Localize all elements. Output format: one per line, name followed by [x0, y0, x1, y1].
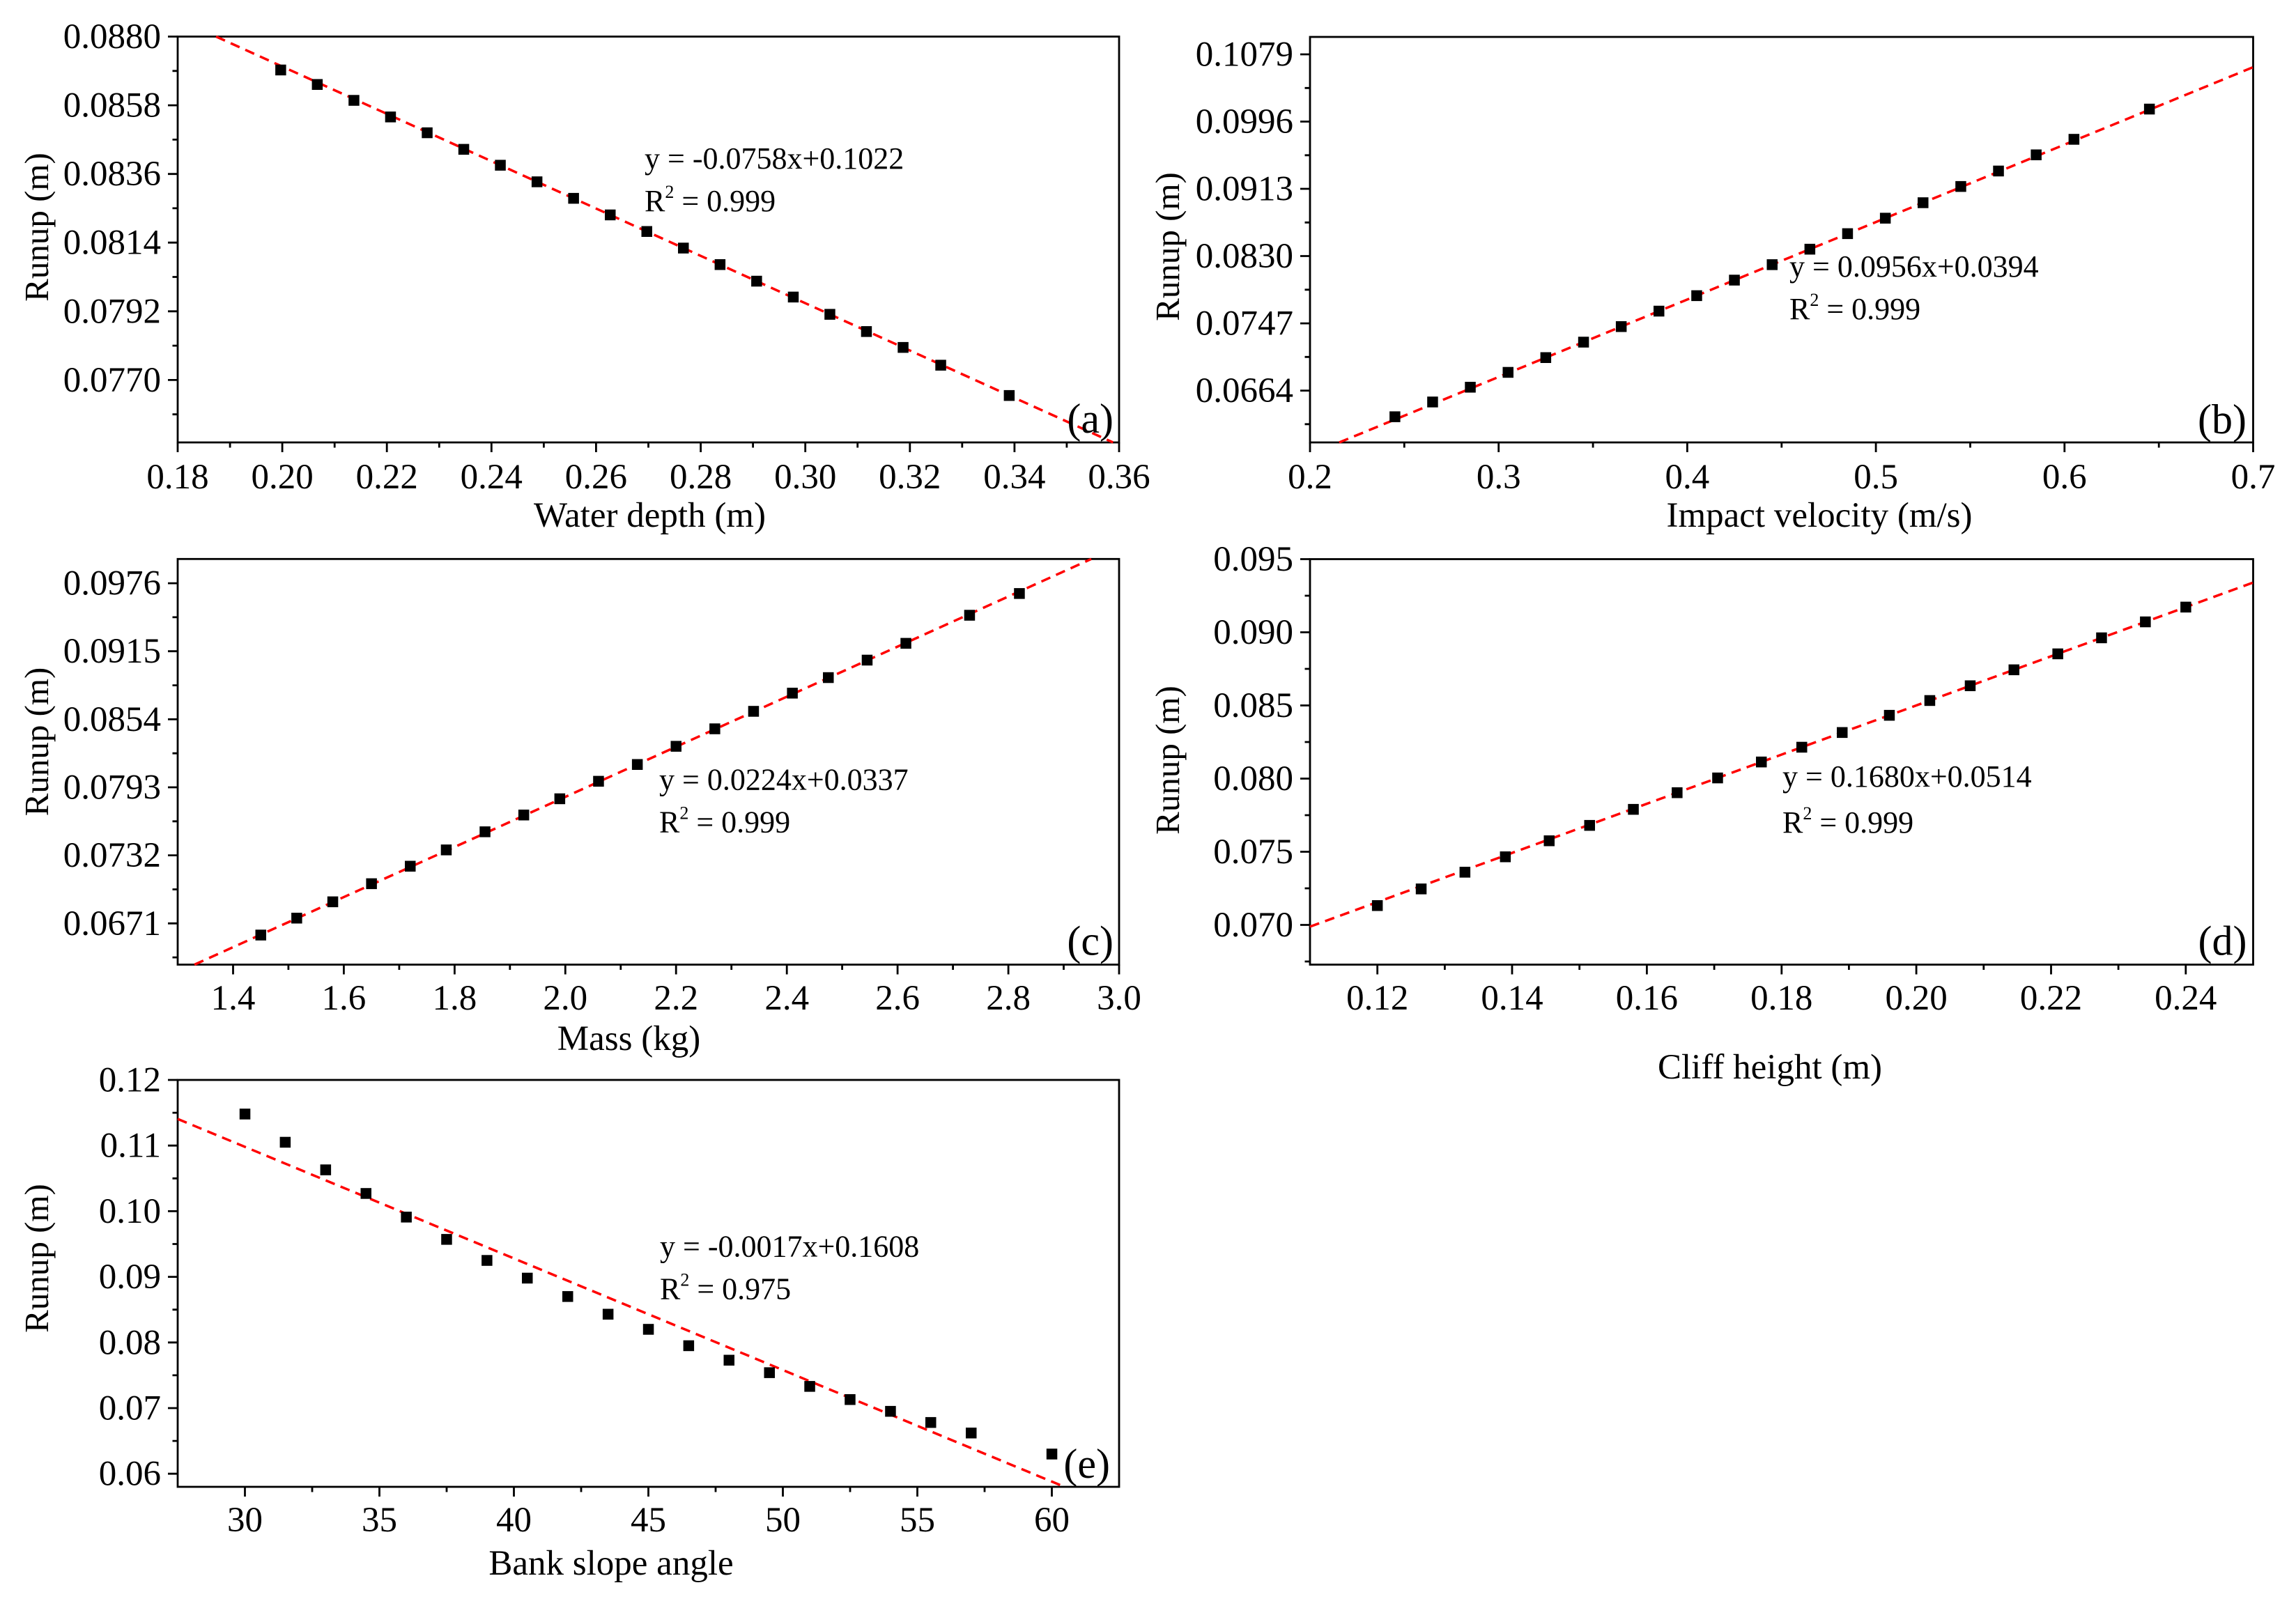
svg-text:0.075: 0.075 — [1213, 833, 1293, 872]
svg-text:0.0747: 0.0747 — [1196, 304, 1293, 343]
svg-text:0.32: 0.32 — [879, 458, 941, 497]
svg-text:R2 = 0.975: R2 = 0.975 — [660, 1270, 791, 1306]
svg-text:R2 = 0.999: R2 = 0.999 — [659, 803, 790, 840]
svg-text:50: 50 — [765, 1501, 801, 1540]
svg-text:R2 = 0.999: R2 = 0.999 — [1782, 803, 1913, 840]
svg-text:0.090: 0.090 — [1213, 613, 1293, 652]
svg-text:0.22: 0.22 — [2020, 979, 2082, 1018]
svg-text:0.3: 0.3 — [1477, 458, 1521, 497]
svg-text:0.34: 0.34 — [983, 458, 1045, 497]
svg-text:55: 55 — [900, 1501, 935, 1540]
svg-text:0.28: 0.28 — [670, 458, 732, 497]
svg-text:0.5: 0.5 — [1854, 458, 1898, 497]
svg-text:Water depth (m): Water depth (m) — [534, 496, 766, 535]
svg-text:0.20: 0.20 — [251, 458, 313, 497]
svg-text:0.12: 0.12 — [99, 1061, 161, 1100]
svg-text:2.0: 2.0 — [543, 979, 587, 1018]
svg-text:0.14: 0.14 — [1481, 979, 1543, 1018]
svg-text:Runup (m): Runup (m) — [17, 153, 56, 302]
svg-text:Bank slope angle: Bank slope angle — [488, 1544, 733, 1583]
svg-text:0.10: 0.10 — [99, 1192, 161, 1231]
svg-text:R2 = 0.999: R2 = 0.999 — [645, 182, 776, 218]
svg-text:Runup (m): Runup (m) — [17, 1184, 56, 1333]
svg-text:0.22: 0.22 — [356, 458, 418, 497]
svg-text:0.0830: 0.0830 — [1196, 237, 1293, 276]
svg-text:0.0792: 0.0792 — [63, 292, 161, 331]
svg-text:35: 35 — [362, 1501, 397, 1540]
svg-text:0.06: 0.06 — [99, 1455, 161, 1494]
svg-text:3.0: 3.0 — [1097, 979, 1141, 1018]
svg-text:R2 = 0.999: R2 = 0.999 — [1789, 290, 1920, 326]
svg-text:1.4: 1.4 — [211, 979, 256, 1018]
svg-text:Runup (m): Runup (m) — [17, 667, 56, 817]
svg-text:0.11: 0.11 — [100, 1127, 161, 1166]
svg-text:0.0671: 0.0671 — [63, 904, 161, 943]
svg-text:0.0770: 0.0770 — [63, 361, 161, 400]
svg-text:1.6: 1.6 — [322, 979, 367, 1018]
svg-text:0.095: 0.095 — [1213, 540, 1293, 579]
svg-text:40: 40 — [496, 1501, 532, 1540]
svg-text:0.0976: 0.0976 — [63, 564, 161, 603]
svg-text:y = 0.0224x+0.0337: y = 0.0224x+0.0337 — [659, 763, 909, 797]
svg-text:0.085: 0.085 — [1213, 686, 1293, 725]
svg-text:y = 0.1680x+0.0514: y = 0.1680x+0.0514 — [1782, 759, 2032, 794]
svg-text:0.0915: 0.0915 — [63, 632, 161, 671]
svg-text:0.24: 0.24 — [461, 458, 523, 497]
svg-text:0.08: 0.08 — [99, 1323, 161, 1362]
svg-text:0.18: 0.18 — [1750, 979, 1812, 1018]
svg-text:0.0996: 0.0996 — [1196, 102, 1293, 141]
svg-text:0.0836: 0.0836 — [63, 155, 161, 194]
svg-text:0.36: 0.36 — [1088, 458, 1150, 497]
svg-text:0.16: 0.16 — [1616, 979, 1678, 1018]
svg-text:0.30: 0.30 — [774, 458, 836, 497]
svg-text:(e): (e) — [1063, 1441, 1110, 1487]
svg-text:0.0880: 0.0880 — [63, 17, 161, 56]
svg-text:0.09: 0.09 — [99, 1258, 161, 1297]
svg-text:45: 45 — [631, 1501, 666, 1540]
svg-text:60: 60 — [1034, 1501, 1070, 1540]
svg-text:0.080: 0.080 — [1213, 759, 1293, 798]
svg-text:0.07: 0.07 — [99, 1389, 161, 1428]
svg-text:2.8: 2.8 — [986, 979, 1031, 1018]
svg-text:2.2: 2.2 — [654, 979, 698, 1018]
svg-text:0.0854: 0.0854 — [63, 700, 161, 739]
svg-text:y = -0.0017x+0.1608: y = -0.0017x+0.1608 — [660, 1230, 919, 1264]
svg-text:0.20: 0.20 — [1885, 979, 1947, 1018]
svg-text:(b): (b) — [2198, 396, 2247, 442]
svg-text:2.6: 2.6 — [875, 979, 920, 1018]
svg-text:1.8: 1.8 — [433, 979, 477, 1018]
svg-text:30: 30 — [227, 1501, 263, 1540]
svg-text:y = -0.0758x+0.1022: y = -0.0758x+0.1022 — [645, 141, 904, 176]
svg-text:Runup (m): Runup (m) — [1148, 172, 1187, 321]
svg-text:0.1079: 0.1079 — [1196, 36, 1293, 75]
svg-text:Mass (kg): Mass (kg) — [557, 1019, 700, 1058]
svg-text:(d): (d) — [2198, 918, 2247, 964]
svg-text:Cliff height (m): Cliff height (m) — [1658, 1048, 1882, 1087]
svg-text:(c): (c) — [1067, 918, 1114, 964]
svg-text:Runup (m): Runup (m) — [1148, 686, 1187, 835]
svg-text:(a): (a) — [1067, 396, 1114, 442]
svg-text:0.0858: 0.0858 — [63, 86, 161, 125]
svg-text:0.24: 0.24 — [2155, 979, 2217, 1018]
svg-text:0.7: 0.7 — [2231, 458, 2276, 497]
svg-text:0.4: 0.4 — [1665, 458, 1710, 497]
svg-text:0.12: 0.12 — [1346, 979, 1408, 1018]
svg-text:0.0814: 0.0814 — [63, 224, 161, 263]
svg-text:0.070: 0.070 — [1213, 906, 1293, 945]
svg-text:0.18: 0.18 — [146, 458, 208, 497]
svg-text:0.26: 0.26 — [565, 458, 627, 497]
svg-text:0.0664: 0.0664 — [1196, 371, 1293, 410]
svg-text:0.2: 0.2 — [1288, 458, 1332, 497]
svg-text:0.0913: 0.0913 — [1196, 170, 1293, 209]
svg-text:2.4: 2.4 — [764, 979, 809, 1018]
svg-text:0.0793: 0.0793 — [63, 768, 161, 808]
svg-text:Impact velocity (m/s): Impact velocity (m/s) — [1666, 496, 1972, 535]
svg-text:0.0732: 0.0732 — [63, 836, 161, 875]
svg-text:0.6: 0.6 — [2042, 458, 2087, 497]
svg-text:y = 0.0956x+0.0394: y = 0.0956x+0.0394 — [1789, 249, 2039, 284]
